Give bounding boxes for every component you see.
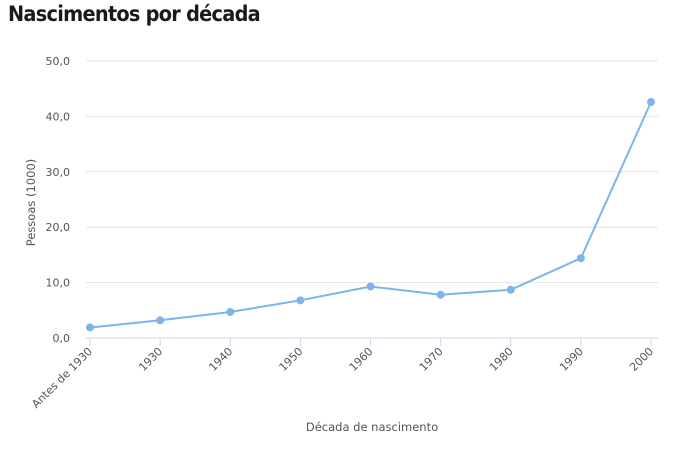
x-tick-labels: Antes de 1930 1930 1940 1950 1960 1970 1980 199… [29,345,656,411]
data-point[interactable] [366,282,375,291]
x-tick-label: 1980 [487,345,516,374]
data-point[interactable] [506,285,515,294]
y-tick-label: 50,0 [46,55,71,68]
data-points [86,97,655,332]
data-point[interactable] [296,296,305,305]
y-tick-label: 10,0 [46,277,71,290]
x-tick-label: 1990 [557,345,586,374]
x-tick-label: 1940 [206,345,235,374]
data-point[interactable] [156,316,165,325]
chart-title: Nascimentos por década [8,2,261,26]
y-tick-label: 20,0 [46,221,71,234]
series-line [89,101,652,329]
x-axis-title: Década de nascimento [306,420,438,434]
x-tick-label: 1930 [136,345,165,374]
y-tick-label: 0,0 [53,332,71,345]
y-tick-label: 40,0 [46,110,71,123]
data-point[interactable] [226,307,235,316]
data-point[interactable] [647,97,655,106]
x-axis [86,337,658,346]
data-point[interactable] [576,254,585,263]
gridlines [86,60,658,284]
x-tick-label: 2000 [627,345,656,374]
data-point[interactable] [436,290,445,299]
x-tick-label: 1950 [277,345,306,374]
y-axis-title: Pessoas (1000) [24,159,38,247]
x-tick-label: 1970 [417,345,446,374]
y-tick-label: 30,0 [46,166,71,179]
data-point[interactable] [86,323,94,332]
x-tick-label: 1960 [347,345,376,374]
x-tick-label: Antes de 1930 [29,345,95,411]
y-tick-labels: 0,0 10,0 20,0 30,0 40,0 50,0 [46,55,71,345]
